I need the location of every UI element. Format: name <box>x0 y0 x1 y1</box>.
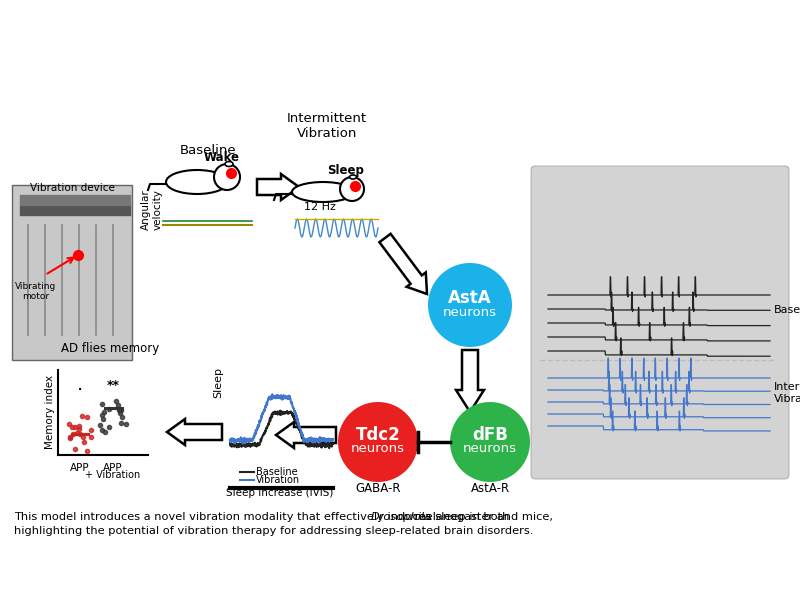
Point <box>114 405 126 415</box>
FancyBboxPatch shape <box>531 166 789 479</box>
Text: Memory index: Memory index <box>45 375 55 449</box>
Text: dFB: dFB <box>472 426 508 444</box>
Point <box>114 418 127 427</box>
Point <box>114 409 126 418</box>
Circle shape <box>214 164 240 190</box>
Point <box>97 415 110 424</box>
Text: Drosophila: Drosophila <box>370 512 431 522</box>
Text: AD flies memory: AD flies memory <box>61 342 159 355</box>
Point <box>62 419 75 429</box>
Circle shape <box>338 402 418 482</box>
Ellipse shape <box>225 161 233 166</box>
Point <box>72 424 85 434</box>
Point <box>102 404 115 413</box>
Ellipse shape <box>350 175 357 179</box>
Text: ·: · <box>77 380 83 400</box>
Text: neurons: neurons <box>351 443 405 455</box>
Text: **: ** <box>106 379 119 391</box>
Circle shape <box>450 402 530 482</box>
Point <box>81 446 94 456</box>
Text: APP: APP <box>70 463 90 473</box>
Point <box>64 433 77 442</box>
Point <box>84 432 97 442</box>
Circle shape <box>340 177 364 201</box>
Text: Vibrating
motor: Vibrating motor <box>15 282 57 301</box>
Point <box>74 430 86 439</box>
Text: Baseline: Baseline <box>774 305 800 315</box>
Point <box>69 445 82 454</box>
Text: AstA: AstA <box>448 289 492 307</box>
Point <box>110 397 122 406</box>
Text: + Vibration: + Vibration <box>86 470 141 480</box>
Text: Sleep: Sleep <box>213 367 223 397</box>
Circle shape <box>428 263 512 347</box>
Text: Vibration device: Vibration device <box>30 183 114 193</box>
Text: neurons: neurons <box>443 305 497 319</box>
Point <box>103 422 116 431</box>
Text: AstA-R: AstA-R <box>470 481 510 494</box>
Point <box>119 419 132 429</box>
Text: Tdc2: Tdc2 <box>356 426 400 444</box>
Point <box>76 412 89 421</box>
Point <box>85 425 98 434</box>
Point <box>66 430 79 439</box>
Point <box>73 421 86 430</box>
Point <box>113 406 126 415</box>
FancyArrow shape <box>257 174 299 200</box>
Point <box>63 432 76 442</box>
Point <box>69 422 82 432</box>
FancyArrow shape <box>456 350 484 412</box>
Text: highlighting the potential of vibration therapy for addressing sleep-related bra: highlighting the potential of vibration … <box>14 526 534 536</box>
Text: 12 Hz: 12 Hz <box>304 202 336 212</box>
Text: Sleep increase (iVIS): Sleep increase (iVIS) <box>226 488 334 498</box>
Text: GABA-R: GABA-R <box>355 481 401 494</box>
Point <box>66 422 78 431</box>
Point <box>98 407 110 417</box>
Point <box>76 432 89 442</box>
Text: Baseline: Baseline <box>180 144 236 157</box>
Point <box>95 425 108 434</box>
Text: Wake: Wake <box>204 151 240 164</box>
Text: Intermittent
Vibration: Intermittent Vibration <box>774 382 800 404</box>
Point <box>95 399 108 409</box>
Text: Intermittent
Vibration: Intermittent Vibration <box>287 112 367 140</box>
Point <box>94 421 106 430</box>
Text: neurons: neurons <box>463 443 517 455</box>
Text: Baseline: Baseline <box>256 467 298 477</box>
Ellipse shape <box>166 170 228 194</box>
Bar <box>12 185 132 360</box>
Point <box>116 412 129 421</box>
Text: Sleep: Sleep <box>327 164 365 177</box>
Point <box>81 412 94 422</box>
FancyArrow shape <box>167 419 222 445</box>
Point <box>78 437 91 447</box>
Point <box>98 427 111 436</box>
Point <box>95 410 108 420</box>
Point <box>115 405 128 415</box>
Text: Vibration: Vibration <box>256 475 300 485</box>
FancyArrow shape <box>276 422 336 448</box>
Point <box>112 400 125 409</box>
Text: APP: APP <box>103 463 123 473</box>
Text: This model introduces a novel vibration modality that effectively induces sleep : This model introduces a novel vibration … <box>14 512 513 522</box>
Text: Angular
velocity: Angular velocity <box>141 190 163 230</box>
Ellipse shape <box>292 182 354 202</box>
FancyArrow shape <box>379 234 427 294</box>
Point <box>70 428 83 438</box>
Text: melanogaster and mice,: melanogaster and mice, <box>411 512 553 522</box>
